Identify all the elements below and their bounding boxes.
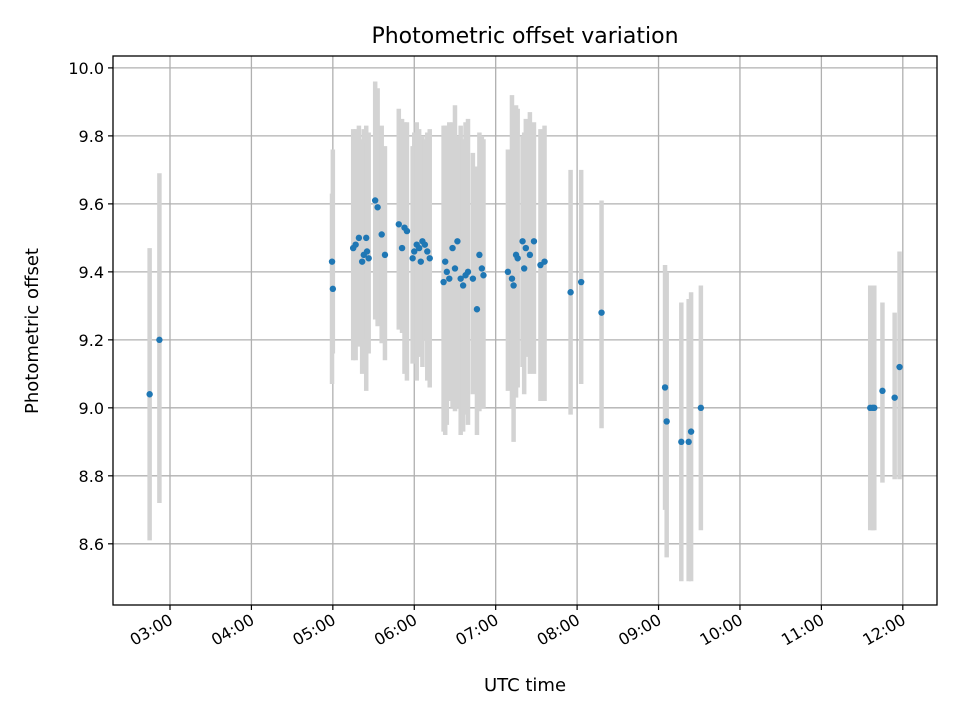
x-tick-label: 09:00 bbox=[615, 610, 664, 650]
x-tick-label: 06:00 bbox=[371, 610, 420, 650]
data-point bbox=[440, 278, 447, 286]
data-point bbox=[371, 197, 379, 204]
data-point bbox=[415, 244, 423, 252]
data-point bbox=[146, 391, 153, 398]
data-point bbox=[426, 255, 433, 262]
data-point bbox=[363, 248, 371, 255]
y-tick-label: 8.6 bbox=[79, 535, 104, 554]
data-point bbox=[687, 428, 695, 435]
data-point bbox=[896, 363, 903, 371]
error-bars bbox=[147, 81, 902, 582]
data-point bbox=[567, 289, 574, 296]
data-point bbox=[504, 268, 512, 276]
data-point bbox=[398, 244, 406, 252]
data-point bbox=[443, 268, 451, 276]
data-point bbox=[879, 387, 886, 395]
data-point bbox=[514, 255, 521, 262]
data-point bbox=[663, 418, 670, 425]
chart-title: Photometric offset variation bbox=[371, 24, 678, 49]
x-axis-label: UTC time bbox=[484, 675, 566, 696]
data-point bbox=[522, 244, 530, 252]
y-tick-label: 9.6 bbox=[79, 195, 104, 214]
axis-ticks: 03:00 04:00 05:00 06:00 07:00 08:00 09:00 10:00… bbox=[68, 59, 908, 650]
x-tick-label: 08:00 bbox=[534, 610, 583, 650]
data-point bbox=[510, 282, 517, 289]
y-tick-label: 10.0 bbox=[68, 59, 104, 78]
data-point bbox=[598, 309, 605, 316]
data-point bbox=[697, 404, 705, 412]
data-point bbox=[871, 404, 878, 412]
data-point bbox=[678, 438, 685, 446]
data-point bbox=[411, 248, 418, 255]
plot-frame bbox=[112, 55, 938, 606]
data-point bbox=[685, 438, 692, 446]
y-tick-label: 9.0 bbox=[79, 399, 104, 418]
data-point bbox=[530, 238, 538, 245]
data-point bbox=[478, 265, 486, 272]
data-point bbox=[424, 248, 431, 255]
data-point bbox=[459, 282, 467, 289]
data-point bbox=[363, 234, 370, 242]
x-tick-label: 04:00 bbox=[208, 610, 257, 650]
y-tick-label: 9.4 bbox=[79, 263, 104, 282]
data-point bbox=[661, 384, 669, 391]
data-point bbox=[446, 275, 453, 282]
data-point bbox=[409, 255, 416, 262]
data-point bbox=[403, 227, 411, 235]
data-point bbox=[365, 255, 372, 262]
data-point bbox=[508, 275, 516, 282]
data-point bbox=[328, 258, 336, 265]
data-point bbox=[541, 258, 548, 265]
x-tick-label: 11:00 bbox=[778, 610, 827, 650]
data-point bbox=[417, 258, 424, 265]
data-point bbox=[329, 285, 337, 293]
x-tick-label: 10:00 bbox=[697, 610, 746, 650]
x-tick-label: 12:00 bbox=[859, 610, 908, 650]
data-point bbox=[381, 251, 389, 259]
data-point bbox=[473, 306, 481, 313]
data-point bbox=[526, 251, 534, 259]
x-tick-label: 03:00 bbox=[127, 610, 176, 650]
data-point bbox=[378, 231, 385, 238]
data-point bbox=[449, 244, 456, 252]
data-point bbox=[457, 275, 464, 282]
data-point bbox=[469, 275, 477, 282]
data-point bbox=[352, 241, 359, 248]
data-point bbox=[451, 265, 459, 272]
data-point bbox=[355, 234, 363, 242]
data-point bbox=[454, 238, 461, 245]
y-tick-label: 9.8 bbox=[79, 127, 104, 146]
x-tick-label: 07:00 bbox=[452, 610, 501, 650]
data-point bbox=[395, 221, 402, 228]
y-axis-label: Photometric offset bbox=[22, 248, 43, 414]
data-point bbox=[480, 272, 487, 279]
y-tick-label: 8.8 bbox=[79, 467, 104, 486]
data-point bbox=[520, 265, 528, 272]
data-point bbox=[891, 394, 898, 401]
data-point bbox=[577, 278, 585, 286]
data-point bbox=[374, 204, 381, 211]
data-point bbox=[358, 258, 366, 265]
data-point bbox=[464, 268, 472, 276]
data-points bbox=[146, 197, 903, 446]
data-point bbox=[519, 238, 526, 245]
data-point bbox=[442, 258, 449, 265]
data-point bbox=[476, 251, 483, 259]
y-tick-label: 9.2 bbox=[79, 331, 104, 350]
data-point bbox=[421, 241, 429, 248]
data-point bbox=[156, 336, 163, 344]
x-tick-label: 05:00 bbox=[289, 610, 338, 650]
